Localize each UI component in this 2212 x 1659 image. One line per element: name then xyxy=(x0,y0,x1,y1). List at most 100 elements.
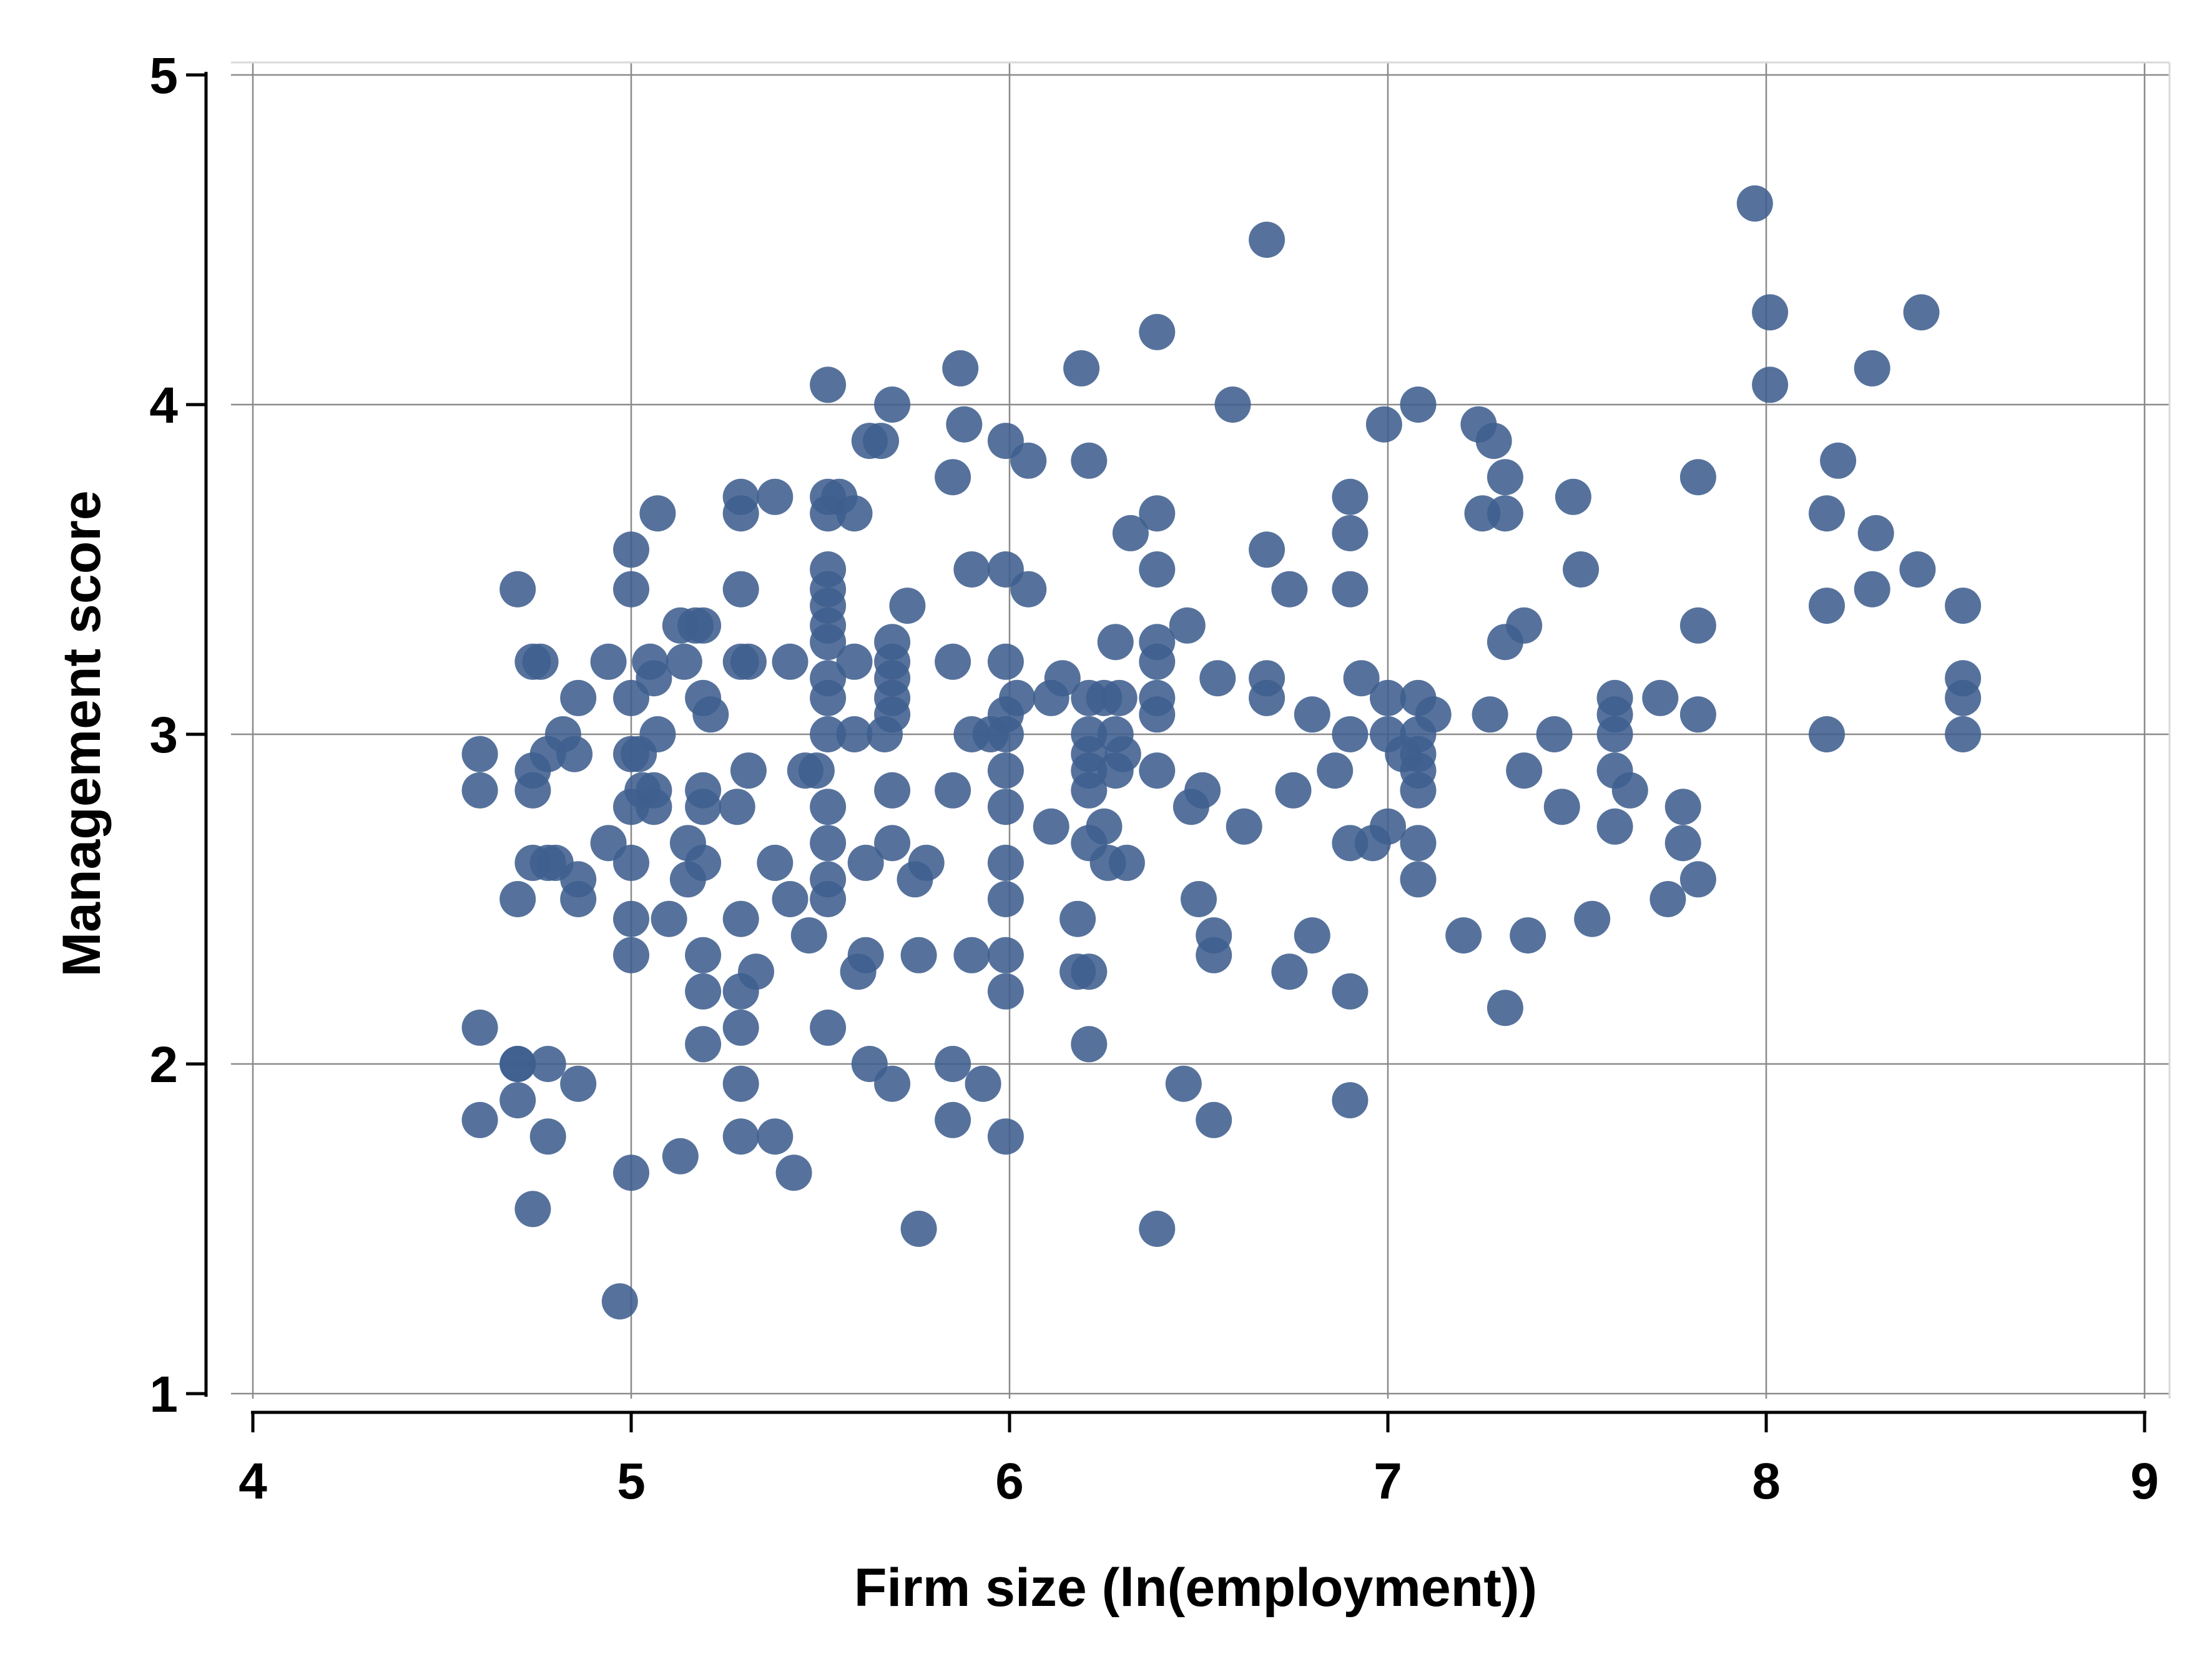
data-point xyxy=(965,1065,1001,1102)
data-point xyxy=(685,789,722,825)
data-point xyxy=(1809,495,1845,532)
data-point xyxy=(692,696,729,733)
data-point xyxy=(529,1118,566,1155)
data-point xyxy=(1199,660,1236,697)
data-point xyxy=(1664,789,1701,825)
data-point xyxy=(757,1118,794,1155)
data-point xyxy=(1139,313,1176,350)
data-point xyxy=(987,752,1024,789)
data-point xyxy=(836,716,873,752)
data-point xyxy=(1165,1065,1202,1102)
data-point xyxy=(987,973,1024,1010)
data-point xyxy=(1642,679,1679,716)
data-point xyxy=(613,1154,649,1191)
data-point xyxy=(987,881,1024,917)
x-tick-label: 6 xyxy=(995,1453,1024,1510)
data-point xyxy=(935,643,971,680)
data-point xyxy=(1679,861,1716,898)
data-point xyxy=(1899,551,1936,588)
data-point xyxy=(1196,937,1232,973)
data-point xyxy=(1752,367,1789,403)
data-point xyxy=(874,696,911,733)
data-point xyxy=(1071,1026,1108,1063)
x-tick-label: 7 xyxy=(1374,1453,1402,1510)
data-point xyxy=(775,1154,812,1191)
data-point xyxy=(1343,660,1380,697)
data-point xyxy=(1596,808,1633,845)
data-point xyxy=(1169,607,1206,644)
y-tick-label: 1 xyxy=(149,1366,178,1423)
data-point xyxy=(1226,808,1262,845)
data-point xyxy=(499,881,536,917)
data-point xyxy=(685,937,722,973)
data-point xyxy=(1294,917,1330,954)
data-point xyxy=(1475,423,1512,460)
x-tick-label: 9 xyxy=(2130,1453,2159,1510)
data-point xyxy=(560,1065,597,1102)
data-point xyxy=(613,900,649,937)
data-point xyxy=(1332,571,1369,608)
data-point xyxy=(636,789,672,825)
data-point xyxy=(1736,185,1773,222)
data-point xyxy=(1249,679,1285,716)
data-point xyxy=(1487,990,1523,1026)
data-point xyxy=(1679,696,1716,733)
data-point xyxy=(1071,442,1108,479)
data-point xyxy=(810,367,847,403)
data-point xyxy=(1071,953,1108,990)
data-point xyxy=(1139,551,1176,588)
x-tick-label: 5 xyxy=(617,1453,646,1510)
data-point xyxy=(987,937,1024,973)
data-point xyxy=(1101,679,1138,716)
data-point xyxy=(1196,1101,1232,1138)
data-point xyxy=(1555,478,1591,515)
data-point xyxy=(1275,772,1312,809)
data-point xyxy=(1664,825,1701,862)
data-point xyxy=(1271,953,1308,990)
data-point xyxy=(1611,772,1648,809)
data-point xyxy=(1679,459,1716,496)
data-point xyxy=(1010,442,1047,479)
data-point xyxy=(1400,825,1437,862)
data-point xyxy=(1370,808,1406,845)
data-point xyxy=(798,752,835,789)
y-tick-label: 4 xyxy=(149,377,178,434)
axes: 1 2 3 4 5 4 5 6 7 8 9 xyxy=(149,47,2158,1510)
data-point xyxy=(757,478,794,515)
data-point xyxy=(1063,350,1100,386)
data-point xyxy=(987,789,1024,825)
data-point xyxy=(636,660,672,697)
data-point xyxy=(1809,588,1845,624)
data-point xyxy=(1044,660,1081,697)
x-tick-label: 8 xyxy=(1752,1453,1781,1510)
data-point xyxy=(722,1118,759,1155)
data-point xyxy=(514,1191,551,1228)
data-point xyxy=(613,844,649,881)
data-point xyxy=(889,588,926,624)
data-point xyxy=(946,406,983,443)
data-point xyxy=(1332,1082,1369,1119)
data-point xyxy=(1820,442,1857,479)
y-tick-label: 5 xyxy=(149,47,178,104)
data-point xyxy=(810,825,847,862)
data-point xyxy=(953,937,990,973)
data-point xyxy=(810,881,847,917)
data-point xyxy=(810,624,847,661)
data-point xyxy=(613,571,649,608)
data-point xyxy=(1249,222,1285,258)
data-point xyxy=(1332,478,1369,515)
data-point xyxy=(1445,917,1482,954)
data-point xyxy=(1945,588,1982,624)
data-point xyxy=(1108,844,1145,881)
data-point xyxy=(1543,789,1580,825)
data-point xyxy=(836,643,873,680)
data-point xyxy=(1854,350,1890,386)
data-point xyxy=(847,844,884,881)
data-point xyxy=(601,1283,638,1320)
data-point xyxy=(1365,406,1402,443)
data-point xyxy=(1857,514,1894,551)
data-point xyxy=(738,953,774,990)
data-point xyxy=(1271,571,1308,608)
data-point xyxy=(1332,716,1369,752)
